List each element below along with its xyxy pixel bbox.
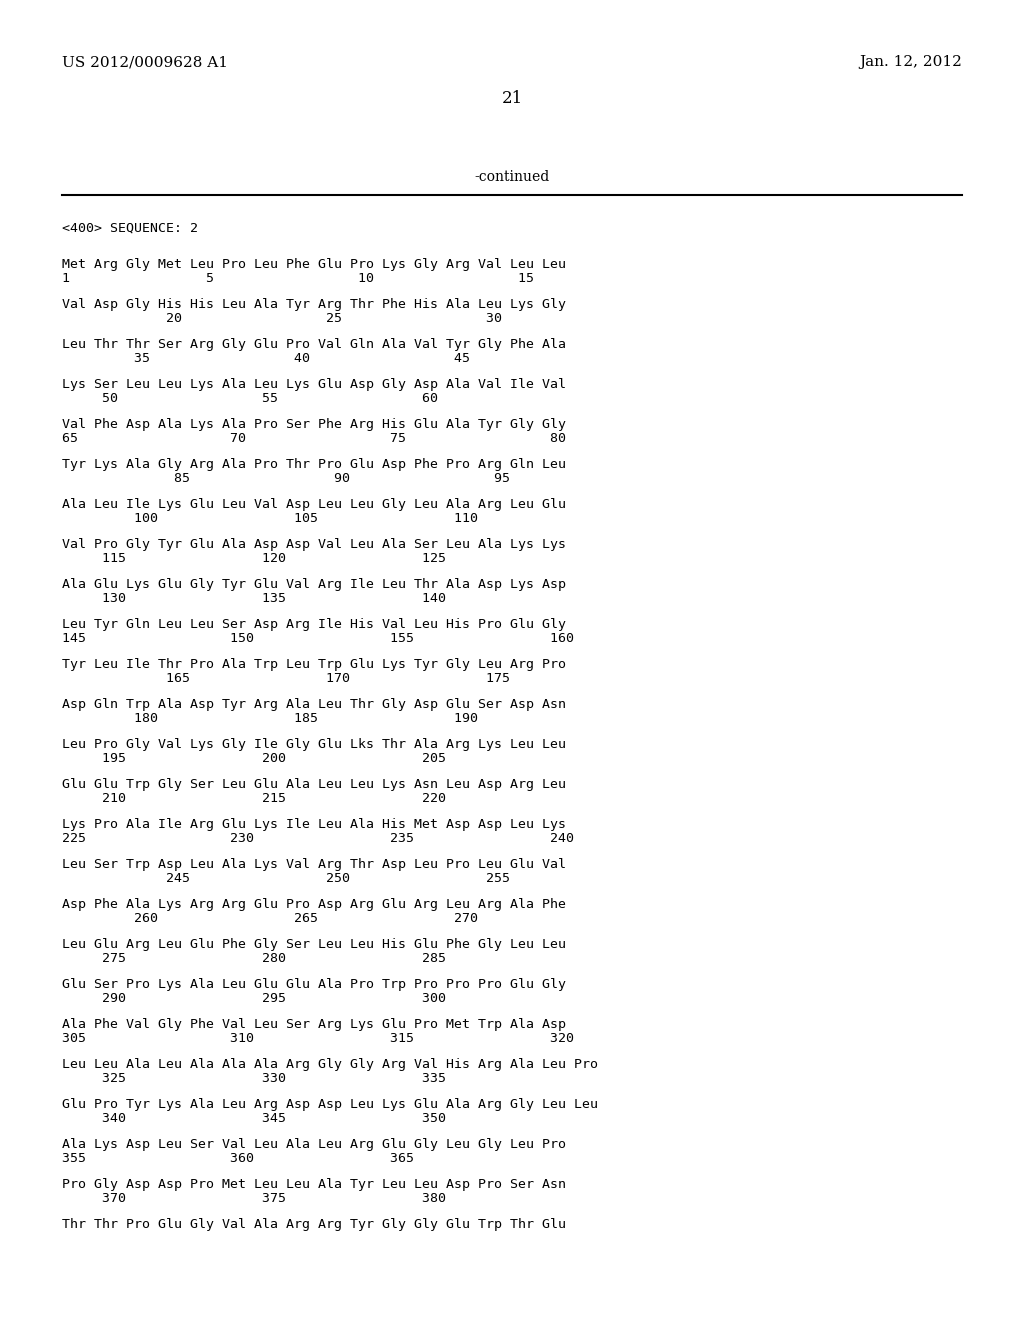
Text: Jan. 12, 2012: Jan. 12, 2012 xyxy=(859,55,962,69)
Text: Ala Lys Asp Leu Ser Val Leu Ala Leu Arg Glu Gly Leu Gly Leu Pro: Ala Lys Asp Leu Ser Val Leu Ala Leu Arg … xyxy=(62,1138,566,1151)
Text: 325                 330                 335: 325 330 335 xyxy=(62,1072,446,1085)
Text: 195                 200                 205: 195 200 205 xyxy=(62,752,446,766)
Text: <400> SEQUENCE: 2: <400> SEQUENCE: 2 xyxy=(62,222,198,235)
Text: 145                  150                 155                 160: 145 150 155 160 xyxy=(62,632,574,645)
Text: Asp Phe Ala Lys Arg Arg Glu Pro Asp Arg Glu Arg Leu Arg Ala Phe: Asp Phe Ala Lys Arg Arg Glu Pro Asp Arg … xyxy=(62,898,566,911)
Text: Ala Leu Ile Lys Glu Leu Val Asp Leu Leu Gly Leu Ala Arg Leu Glu: Ala Leu Ile Lys Glu Leu Val Asp Leu Leu … xyxy=(62,498,566,511)
Text: Tyr Lys Ala Gly Arg Ala Pro Thr Pro Glu Asp Phe Pro Arg Gln Leu: Tyr Lys Ala Gly Arg Ala Pro Thr Pro Glu … xyxy=(62,458,566,471)
Text: 130                 135                 140: 130 135 140 xyxy=(62,591,446,605)
Text: 340                 345                 350: 340 345 350 xyxy=(62,1111,446,1125)
Text: US 2012/0009628 A1: US 2012/0009628 A1 xyxy=(62,55,228,69)
Text: 20                  25                  30: 20 25 30 xyxy=(62,312,502,325)
Text: 305                  310                 315                 320: 305 310 315 320 xyxy=(62,1032,574,1045)
Text: Leu Leu Ala Leu Ala Ala Ala Arg Gly Gly Arg Val His Arg Ala Leu Pro: Leu Leu Ala Leu Ala Ala Ala Arg Gly Gly … xyxy=(62,1059,598,1071)
Text: Val Phe Asp Ala Lys Ala Pro Ser Phe Arg His Glu Ala Tyr Gly Gly: Val Phe Asp Ala Lys Ala Pro Ser Phe Arg … xyxy=(62,418,566,432)
Text: Leu Glu Arg Leu Glu Phe Gly Ser Leu Leu His Glu Phe Gly Leu Leu: Leu Glu Arg Leu Glu Phe Gly Ser Leu Leu … xyxy=(62,939,566,950)
Text: Glu Glu Trp Gly Ser Leu Glu Ala Leu Leu Lys Asn Leu Asp Arg Leu: Glu Glu Trp Gly Ser Leu Glu Ala Leu Leu … xyxy=(62,777,566,791)
Text: Val Pro Gly Tyr Glu Ala Asp Asp Val Leu Ala Ser Leu Ala Lys Lys: Val Pro Gly Tyr Glu Ala Asp Asp Val Leu … xyxy=(62,539,566,550)
Text: 180                 185                 190: 180 185 190 xyxy=(62,711,478,725)
Text: Met Arg Gly Met Leu Pro Leu Phe Glu Pro Lys Gly Arg Val Leu Leu: Met Arg Gly Met Leu Pro Leu Phe Glu Pro … xyxy=(62,257,566,271)
Text: Ala Glu Lys Glu Gly Tyr Glu Val Arg Ile Leu Thr Ala Asp Lys Asp: Ala Glu Lys Glu Gly Tyr Glu Val Arg Ile … xyxy=(62,578,566,591)
Text: 1                 5                  10                  15: 1 5 10 15 xyxy=(62,272,534,285)
Text: Leu Ser Trp Asp Leu Ala Lys Val Arg Thr Asp Leu Pro Leu Glu Val: Leu Ser Trp Asp Leu Ala Lys Val Arg Thr … xyxy=(62,858,566,871)
Text: 100                 105                 110: 100 105 110 xyxy=(62,512,478,525)
Text: 50                  55                  60: 50 55 60 xyxy=(62,392,438,405)
Text: 225                  230                 235                 240: 225 230 235 240 xyxy=(62,832,574,845)
Text: Glu Ser Pro Lys Ala Leu Glu Glu Ala Pro Trp Pro Pro Pro Glu Gly: Glu Ser Pro Lys Ala Leu Glu Glu Ala Pro … xyxy=(62,978,566,991)
Text: 165                 170                 175: 165 170 175 xyxy=(62,672,510,685)
Text: Tyr Leu Ile Thr Pro Ala Trp Leu Trp Glu Lys Tyr Gly Leu Arg Pro: Tyr Leu Ile Thr Pro Ala Trp Leu Trp Glu … xyxy=(62,657,566,671)
Text: 370                 375                 380: 370 375 380 xyxy=(62,1192,446,1205)
Text: 115                 120                 125: 115 120 125 xyxy=(62,552,446,565)
Text: Lys Ser Leu Leu Lys Ala Leu Lys Glu Asp Gly Asp Ala Val Ile Val: Lys Ser Leu Leu Lys Ala Leu Lys Glu Asp … xyxy=(62,378,566,391)
Text: Leu Thr Thr Ser Arg Gly Glu Pro Val Gln Ala Val Tyr Gly Phe Ala: Leu Thr Thr Ser Arg Gly Glu Pro Val Gln … xyxy=(62,338,566,351)
Text: 245                 250                 255: 245 250 255 xyxy=(62,873,510,884)
Text: Thr Thr Pro Glu Gly Val Ala Arg Arg Tyr Gly Gly Glu Trp Thr Glu: Thr Thr Pro Glu Gly Val Ala Arg Arg Tyr … xyxy=(62,1218,566,1232)
Text: Val Asp Gly His His Leu Ala Tyr Arg Thr Phe His Ala Leu Lys Gly: Val Asp Gly His His Leu Ala Tyr Arg Thr … xyxy=(62,298,566,312)
Text: 260                 265                 270: 260 265 270 xyxy=(62,912,478,925)
Text: Asp Gln Trp Ala Asp Tyr Arg Ala Leu Thr Gly Asp Glu Ser Asp Asn: Asp Gln Trp Ala Asp Tyr Arg Ala Leu Thr … xyxy=(62,698,566,711)
Text: Leu Tyr Gln Leu Leu Ser Asp Arg Ile His Val Leu His Pro Glu Gly: Leu Tyr Gln Leu Leu Ser Asp Arg Ile His … xyxy=(62,618,566,631)
Text: Pro Gly Asp Asp Pro Met Leu Leu Ala Tyr Leu Leu Asp Pro Ser Asn: Pro Gly Asp Asp Pro Met Leu Leu Ala Tyr … xyxy=(62,1177,566,1191)
Text: 65                   70                  75                  80: 65 70 75 80 xyxy=(62,432,566,445)
Text: 21: 21 xyxy=(502,90,522,107)
Text: Lys Pro Ala Ile Arg Glu Lys Ile Leu Ala His Met Asp Asp Leu Lys: Lys Pro Ala Ile Arg Glu Lys Ile Leu Ala … xyxy=(62,818,566,832)
Text: 275                 280                 285: 275 280 285 xyxy=(62,952,446,965)
Text: 290                 295                 300: 290 295 300 xyxy=(62,993,446,1005)
Text: 35                  40                  45: 35 40 45 xyxy=(62,352,470,366)
Text: -continued: -continued xyxy=(474,170,550,183)
Text: Leu Pro Gly Val Lys Gly Ile Gly Glu Lks Thr Ala Arg Lys Leu Leu: Leu Pro Gly Val Lys Gly Ile Gly Glu Lks … xyxy=(62,738,566,751)
Text: Glu Pro Tyr Lys Ala Leu Arg Asp Asp Leu Lys Glu Ala Arg Gly Leu Leu: Glu Pro Tyr Lys Ala Leu Arg Asp Asp Leu … xyxy=(62,1098,598,1111)
Text: 85                  90                  95: 85 90 95 xyxy=(62,473,510,484)
Text: 210                 215                 220: 210 215 220 xyxy=(62,792,446,805)
Text: Ala Phe Val Gly Phe Val Leu Ser Arg Lys Glu Pro Met Trp Ala Asp: Ala Phe Val Gly Phe Val Leu Ser Arg Lys … xyxy=(62,1018,566,1031)
Text: 355                  360                 365: 355 360 365 xyxy=(62,1152,414,1166)
